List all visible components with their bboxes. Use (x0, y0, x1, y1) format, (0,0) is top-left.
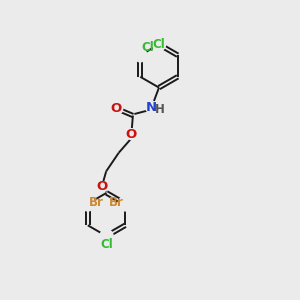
Circle shape (96, 182, 107, 192)
Text: O: O (110, 101, 122, 115)
Text: N: N (146, 100, 157, 114)
Circle shape (81, 196, 95, 211)
Text: Cl: Cl (153, 38, 165, 51)
Circle shape (126, 129, 137, 140)
Circle shape (118, 196, 132, 211)
Text: Cl: Cl (100, 238, 113, 250)
Circle shape (152, 38, 166, 51)
Circle shape (100, 230, 113, 243)
Text: Br: Br (109, 196, 124, 209)
Text: O: O (126, 128, 137, 141)
Text: Cl: Cl (142, 41, 155, 54)
Text: Br: Br (89, 196, 104, 209)
Circle shape (134, 49, 147, 62)
Text: H: H (155, 103, 165, 116)
Text: O: O (96, 180, 107, 194)
Circle shape (112, 103, 123, 114)
Circle shape (146, 101, 158, 113)
